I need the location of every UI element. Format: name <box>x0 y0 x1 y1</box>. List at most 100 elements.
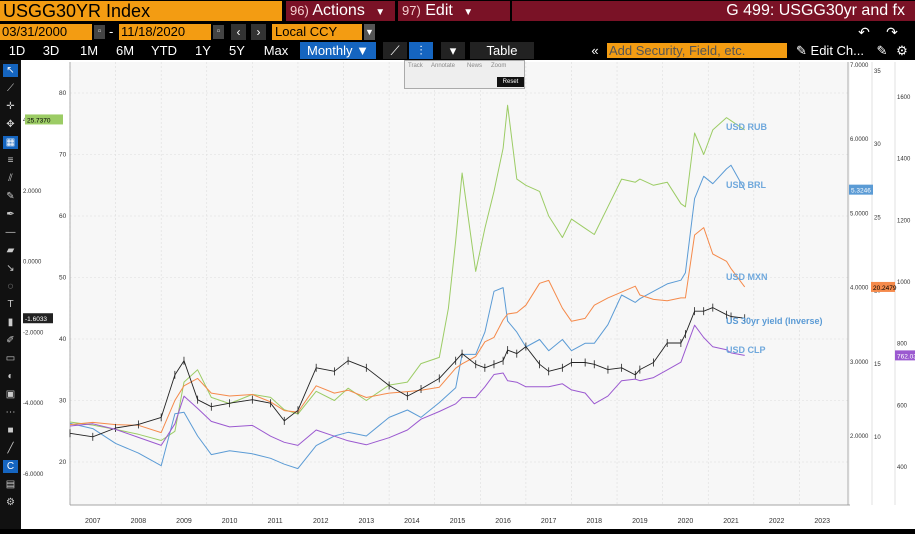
move-icon[interactable]: ✥ <box>6 119 15 130</box>
color-icon[interactable]: ■ <box>7 425 14 436</box>
currency-select[interactable]: Local CCY <box>272 24 362 40</box>
pencil-icon[interactable]: ✐ <box>6 335 15 346</box>
right-axis3-tick-label: 1000 <box>897 280 911 286</box>
chevron-down-icon[interactable]: ▼ <box>364 24 375 40</box>
channel-icon[interactable]: ⫽ <box>8 173 13 184</box>
ellipse-icon[interactable]: ◌ <box>7 281 14 292</box>
collapse-icon[interactable]: « <box>591 43 599 58</box>
right-axis1-tick-label: 2.0000 <box>850 434 869 440</box>
series-label-1: USD RUB <box>726 122 768 132</box>
ticker-field[interactable]: USGG30YR Index <box>0 1 282 21</box>
zoom-button[interactable]: Zoom <box>491 63 507 69</box>
period-6m[interactable]: 6M <box>115 43 135 58</box>
style-icon[interactable]: ◐ <box>7 371 14 382</box>
add-security-input[interactable]: Add Security, Field, etc. <box>607 43 787 58</box>
text-icon[interactable]: T <box>7 299 14 310</box>
brush-size-icon[interactable]: ╱ <box>7 443 14 454</box>
arrow-icon[interactable]: ↘ <box>6 263 15 274</box>
period-5y[interactable]: 5Y <box>229 43 245 58</box>
hline-icon[interactable]: — <box>5 227 16 238</box>
chevron-down-icon[interactable]: ▾ <box>441 42 465 59</box>
line-tool-icon[interactable]: ⟋ <box>7 83 14 94</box>
calendar-icon[interactable]: ▫ <box>213 25 224 39</box>
left-inner-tick-label: 50 <box>59 275 67 282</box>
value-tag-brl: 5.3246 <box>849 184 873 195</box>
bar-chart-icon[interactable]: ⫶ <box>409 42 433 59</box>
left-axis-panel <box>21 60 70 529</box>
grid-icon[interactable]: ▦ <box>3 136 18 149</box>
x-tick-label: 2023 <box>814 518 830 525</box>
edit-menu-number: 97) <box>402 3 421 18</box>
period-toolbar: 1D 3D 1M 6M YTD 1Y 5Y Max Monthly ▼ ⟋ ⫶ … <box>0 41 915 60</box>
fib-icon[interactable]: ≡ <box>7 155 14 166</box>
chevron-down-icon: ▼ <box>356 43 370 58</box>
right-axis2-tick-label: 35 <box>874 69 881 75</box>
pencil-icon: ✎ <box>796 43 807 58</box>
value-tag-rub-text: 25.7370 <box>27 117 51 124</box>
value-tag-brl-bg <box>849 184 873 195</box>
annotate-button[interactable]: Annotate <box>431 63 456 69</box>
plot-background <box>70 62 850 505</box>
right-axis1-tick-label: 4.0000 <box>850 286 869 292</box>
next-period-button[interactable]: › <box>251 24 266 40</box>
settings-icon[interactable]: ⚙ <box>6 497 15 508</box>
cursor-icon[interactable]: ↖ <box>3 64 18 77</box>
news-button[interactable]: News <box>467 63 483 69</box>
period-1y[interactable]: 1Y <box>195 43 211 58</box>
redo-icon[interactable]: ↷ <box>886 24 898 40</box>
reset-button[interactable]: Reset <box>497 77 524 87</box>
actions-menu[interactable]: 96) Actions ▼ <box>286 1 395 21</box>
date-range-bar: 03/31/2000 ▫ - 11/18/2020 ▫ ‹ › Local CC… <box>0 22 915 41</box>
left-outer-tick-label: -4.0000 <box>23 401 44 407</box>
x-axis-band <box>70 505 850 529</box>
period-ytd[interactable]: YTD <box>151 43 177 58</box>
trash-icon[interactable]: ▮ <box>7 317 14 328</box>
pen-icon[interactable]: ✒ <box>6 209 15 220</box>
right-axis1-tick-label: 7.0000 <box>850 63 869 69</box>
period-max[interactable]: Max <box>263 43 289 58</box>
series-line-1 <box>69 104 745 441</box>
period-3d[interactable]: 3D <box>42 43 60 58</box>
chevron-down-icon: ▼ <box>463 7 474 18</box>
left-inner-tick-label: 60 <box>59 213 67 220</box>
right-axis2-tick-label: 15 <box>874 362 881 368</box>
period-1m[interactable]: 1M <box>79 43 99 58</box>
frequency-select[interactable]: Monthly ▼ <box>300 42 376 59</box>
magnet-icon[interactable]: ▤ <box>5 479 16 490</box>
edit-menu[interactable]: 97) Edit ▼ <box>398 1 510 21</box>
left-inner-tick-label: 80 <box>59 90 67 97</box>
end-date-field[interactable]: 11/18/2020 <box>119 24 211 40</box>
fill-icon[interactable]: ▣ <box>5 389 16 400</box>
chart-area[interactable]: 2007 2008 2009 2010 2011 2012 2013 2014 2015 2016… <box>21 60 915 529</box>
crosshair-icon[interactable]: ✛ <box>6 101 15 112</box>
series-line-4 <box>69 307 745 438</box>
left-outer-tick-label: -2.0000 <box>23 330 44 336</box>
start-date-field[interactable]: 03/31/2000 <box>0 24 92 40</box>
right-axis1-tick-label: 6.0000 <box>850 137 869 143</box>
x-tick-label: 2017 <box>541 518 557 525</box>
calendar-icon[interactable]: ▫ <box>94 25 105 39</box>
shape-icon[interactable]: ▰ <box>6 245 15 256</box>
line-chart-icon[interactable]: ⟋ <box>383 42 407 59</box>
ruler-icon[interactable]: ▭ <box>5 353 16 364</box>
brush-icon[interactable]: ✎ <box>6 191 15 202</box>
left-outer-tick-label: -6.0000 <box>23 472 44 478</box>
x-tick-label: 2012 <box>313 518 329 525</box>
x-tick-label: 2013 <box>359 518 375 525</box>
left-inner-tick-label: 70 <box>59 152 67 159</box>
prev-period-button[interactable]: ‹ <box>231 24 246 40</box>
dash-icon[interactable]: ⋯ <box>5 407 16 418</box>
period-1d[interactable]: 1D <box>8 43 26 58</box>
edit-chart-button[interactable]: ✎ Edit Ch... <box>795 42 865 59</box>
table-button[interactable]: Table <box>470 42 534 59</box>
edit-icon[interactable]: ✎ <box>876 43 888 58</box>
mode-icon[interactable]: C <box>3 460 18 473</box>
left-inner-tick-label: 30 <box>59 398 67 405</box>
undo-icon[interactable]: ↶ <box>858 24 870 40</box>
x-tick-label: 2009 <box>176 518 192 525</box>
track-button[interactable]: Track <box>408 63 423 69</box>
drawing-toolbar: ↖ ⟋ ✛ ✥ ▦ ≡ ⫽ ✎ ✒ — ▰ ↘ ◌ T ▮ ✐ ▭ ◐ ▣ ⋯ … <box>0 60 21 529</box>
gear-icon[interactable]: ⚙ <box>896 43 908 58</box>
right-axis3-tick-label: 400 <box>897 465 908 471</box>
value-tag-mxn: 20.2479 <box>871 281 897 292</box>
